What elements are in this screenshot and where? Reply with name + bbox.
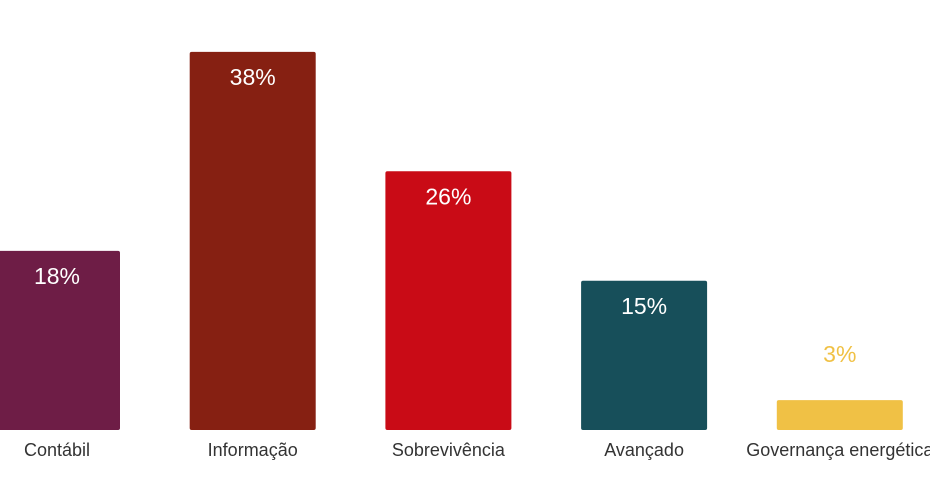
x-tick-label: Sobrevivência — [392, 440, 506, 460]
value-label: 15% — [621, 293, 667, 319]
x-tick-label: Avançado — [604, 440, 684, 460]
x-tick-label: Governança energética — [746, 440, 930, 460]
value-label: 26% — [425, 183, 471, 209]
value-label: 18% — [34, 263, 80, 289]
bar — [776, 400, 903, 430]
bar — [189, 51, 316, 431]
bar — [385, 171, 512, 431]
value-label: 38% — [230, 64, 276, 90]
x-tick-label: Informação — [208, 440, 298, 460]
value-label: 3% — [823, 341, 856, 367]
bar — [581, 280, 708, 430]
x-tick-label: Contábil — [24, 440, 90, 460]
bar — [0, 250, 120, 430]
